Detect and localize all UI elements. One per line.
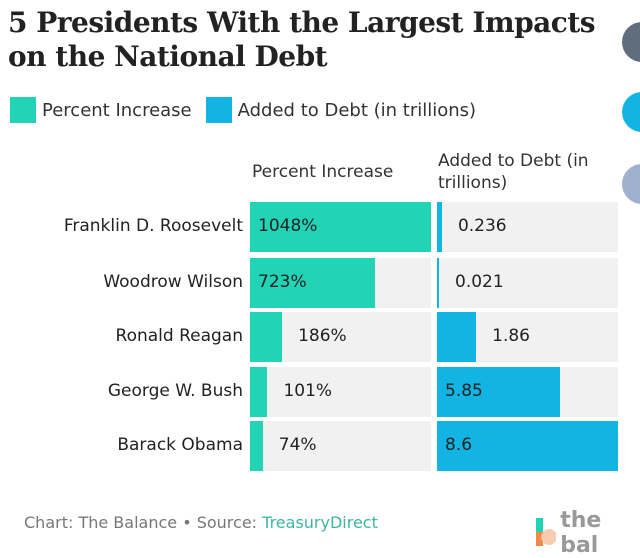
bar-track: 74% bbox=[250, 421, 431, 471]
logo-icon bbox=[536, 518, 557, 546]
category-label: Barack Obama bbox=[117, 435, 243, 455]
data-label: 1048% bbox=[258, 216, 318, 236]
data-label: 101% bbox=[283, 381, 333, 401]
bar-track: 0.236 bbox=[437, 202, 618, 252]
side-circle-icon bbox=[622, 164, 640, 204]
data-label: 0.021 bbox=[455, 272, 504, 292]
data-label: 186% bbox=[298, 326, 347, 346]
percent-bar bbox=[250, 202, 431, 252]
percent-bar bbox=[250, 421, 263, 471]
bar-track: 0.021 bbox=[437, 258, 618, 308]
footer-credit-text: Chart: The Balance • Source: bbox=[24, 513, 263, 532]
data-label: 723% bbox=[258, 272, 307, 292]
debt-bar bbox=[437, 258, 439, 308]
logo-text: the bal bbox=[560, 508, 602, 558]
chart-title: 5 Presidents With the Largest Impacts on… bbox=[8, 6, 596, 73]
data-label: 8.6 bbox=[445, 435, 473, 455]
footer-credit: Chart: The Balance • Source: TreasuryDir… bbox=[24, 513, 378, 532]
legend-swatch-percent bbox=[10, 97, 36, 123]
bar-track: 186% bbox=[250, 312, 431, 362]
legend: Percent Increase Added to Debt (in trill… bbox=[10, 97, 490, 123]
legend-item-debt: Added to Debt (in trillions) bbox=[205, 97, 477, 123]
percent-bar bbox=[250, 258, 375, 308]
source-link[interactable]: TreasuryDirect bbox=[262, 513, 378, 532]
side-circle-icon bbox=[622, 22, 640, 62]
bar-track: 723% bbox=[250, 258, 431, 308]
data-label: 0.236 bbox=[457, 216, 507, 236]
data-label: 74% bbox=[278, 435, 317, 455]
debt-bar bbox=[437, 312, 477, 362]
data-label: 5.85 bbox=[445, 381, 483, 401]
category-label: Woodrow Wilson bbox=[103, 272, 243, 292]
bar-track: 8.6 bbox=[437, 421, 618, 471]
bar-track: 101% bbox=[250, 367, 431, 417]
legend-item-percent: Percent Increase bbox=[10, 97, 192, 123]
debt-bar bbox=[437, 202, 442, 252]
column-header-debt: Added to Debt (in trillions) bbox=[438, 151, 589, 193]
debt-bar bbox=[437, 421, 618, 471]
logo: the bal bbox=[536, 508, 640, 558]
debt-bar bbox=[437, 367, 561, 417]
bar-track: 1048% bbox=[250, 202, 431, 252]
percent-bar bbox=[250, 312, 283, 362]
category-label: Ronald Reagan bbox=[115, 326, 243, 346]
legend-label-percent: Percent Increase bbox=[42, 99, 192, 121]
data-label: 1.86 bbox=[492, 326, 530, 346]
bar-track: 5.85 bbox=[437, 367, 618, 417]
side-circle-icon bbox=[622, 92, 640, 132]
column-header-percent: Percent Increase bbox=[252, 162, 394, 182]
bar-track: 1.86 bbox=[437, 312, 618, 362]
legend-label-debt: Added to Debt (in trillions) bbox=[237, 99, 477, 121]
category-label: George W. Bush bbox=[107, 381, 243, 401]
category-label: Franklin D. Roosevelt bbox=[63, 216, 243, 236]
percent-bar bbox=[250, 367, 268, 417]
legend-swatch-debt bbox=[205, 97, 232, 123]
